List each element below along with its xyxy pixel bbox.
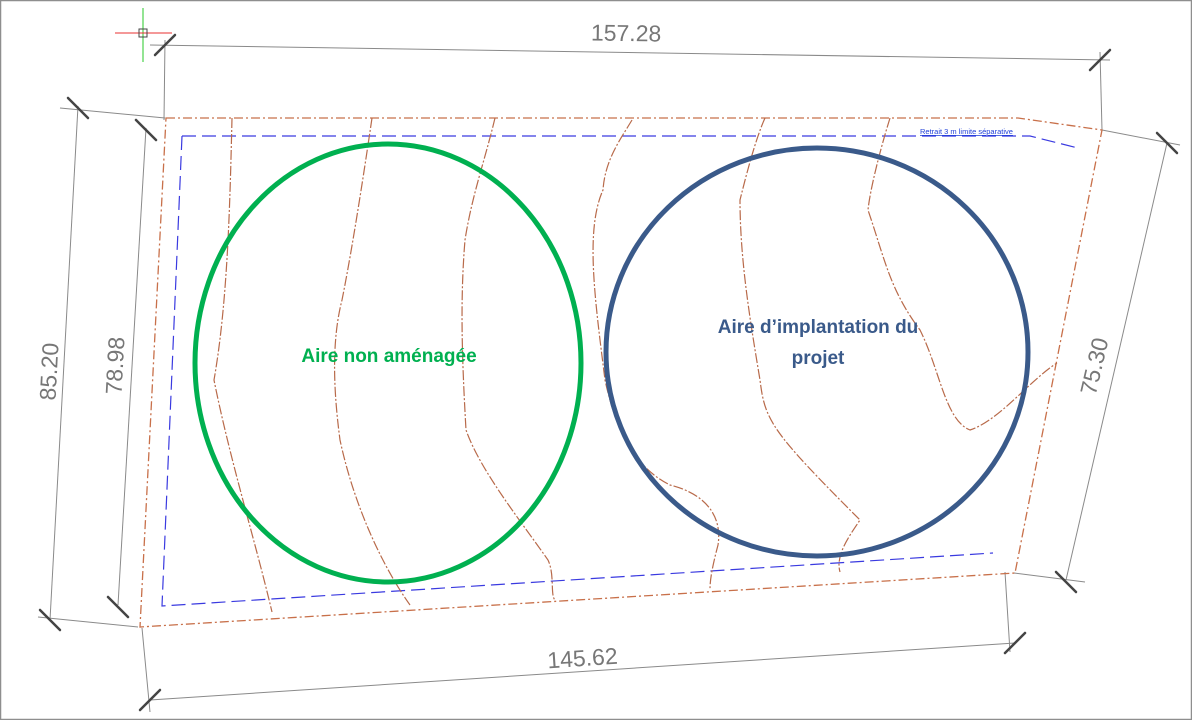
setback-line xyxy=(161,135,1079,607)
dimension-left-inner: 78.98 xyxy=(101,336,130,395)
undeveloped-zone-label: Aire non aménagée xyxy=(301,346,476,367)
crosshair-cursor-icon xyxy=(115,8,172,62)
dimension-ticks xyxy=(38,33,1179,712)
parcel-boundary xyxy=(139,117,1103,628)
dimension-lines xyxy=(37,39,1181,713)
dimension-bottom: 145.62 xyxy=(547,643,619,674)
project-zone-outline xyxy=(603,145,1031,559)
dimension-top: 157.28 xyxy=(591,19,662,46)
dimension-left-outer: 85.20 xyxy=(35,342,64,401)
undeveloped-zone-outline xyxy=(192,141,584,585)
contour-lines xyxy=(213,117,1058,613)
dimension-right: 75.30 xyxy=(1075,335,1113,397)
project-zone-label-line2: projet xyxy=(792,348,845,369)
project-zone-label-line1: Aire d’implantation du xyxy=(718,317,919,338)
setback-note: Retrait 3 m limite séparative xyxy=(920,127,1013,136)
